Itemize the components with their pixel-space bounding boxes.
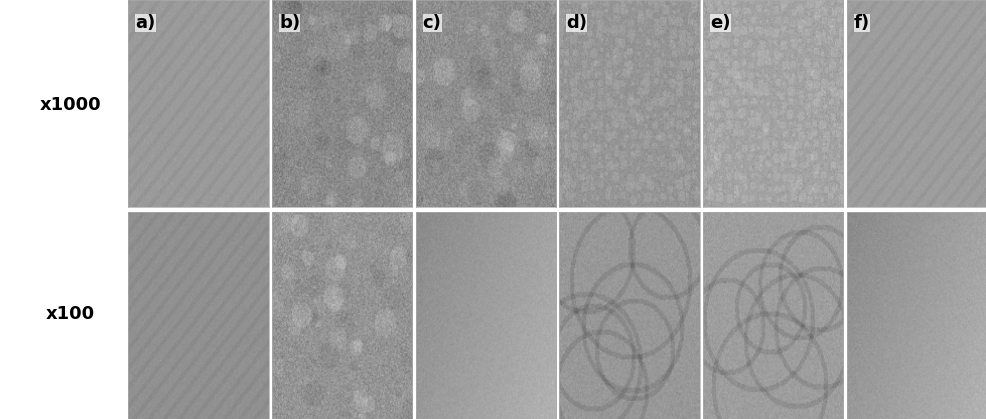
Text: d): d) [566,15,587,33]
Text: x100: x100 [46,305,95,323]
Text: e): e) [709,15,730,33]
Text: f): f) [853,15,869,33]
Text: a): a) [135,15,156,33]
Text: c): c) [422,15,441,33]
Text: b): b) [279,15,300,33]
Text: x1000: x1000 [39,96,102,114]
